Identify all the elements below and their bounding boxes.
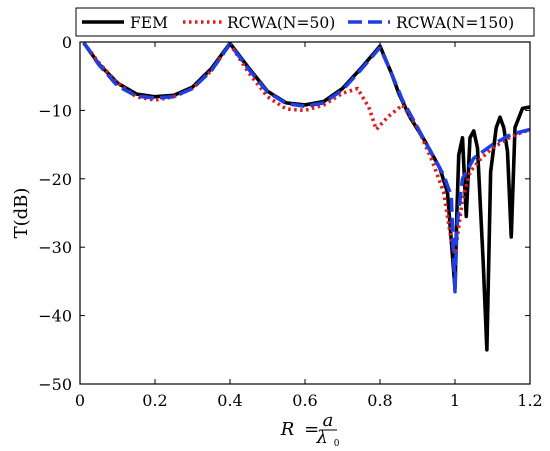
legend-label-rcwa-n-150: RCWA(N=150) <box>396 14 514 32</box>
legend-label-rcwa-n-50: RCWA(N=50) <box>227 14 335 32</box>
ticks-layer: 0 0.2 0.4 0.6 0.8 1 1.2 0 −10 −20 −30 −40 −50 <box>38 33 542 410</box>
y-tick-label: −30 <box>38 238 72 257</box>
x-axis-label-numerator: a <box>323 410 334 431</box>
x-tick-label: 0 <box>75 391 85 410</box>
x-tick-label: 1.2 <box>517 391 542 410</box>
x-axis-label-denominator: λ 0 <box>316 427 340 449</box>
plot-frame <box>79 41 531 385</box>
y-tick-label: −10 <box>38 101 72 120</box>
x-axis-label-denominator-subscript: 0 <box>334 439 340 449</box>
x-tick-label: 1 <box>450 391 460 410</box>
x-tick-label: 0.6 <box>292 391 317 410</box>
series-line-rcwa-n-150 <box>82 41 531 294</box>
x-axis-label: R = <box>280 419 319 440</box>
series-layer <box>82 41 531 352</box>
x-axis-label-denominator-symbol: λ <box>316 427 328 448</box>
x-tick-label: 0.4 <box>217 391 242 410</box>
legend-box <box>75 7 535 37</box>
legend: FEM RCWA(N=50) RCWA(N=150) <box>75 7 535 37</box>
y-tick-label: −20 <box>38 170 72 189</box>
x-axis-label-eq: = <box>304 419 319 440</box>
y-tick-label: −40 <box>38 307 72 326</box>
y-tick-label: −50 <box>38 375 72 394</box>
x-tick-label: 0.8 <box>367 391 392 410</box>
x-tick-label: 0.2 <box>142 391 167 410</box>
legend-label-fem: FEM <box>130 14 168 32</box>
y-axis-label: T(dB) <box>11 188 32 239</box>
y-tick-label: 0 <box>62 33 72 52</box>
series-line-rcwa-n-50 <box>82 41 531 256</box>
x-axis-label-lhs: R <box>280 419 295 440</box>
